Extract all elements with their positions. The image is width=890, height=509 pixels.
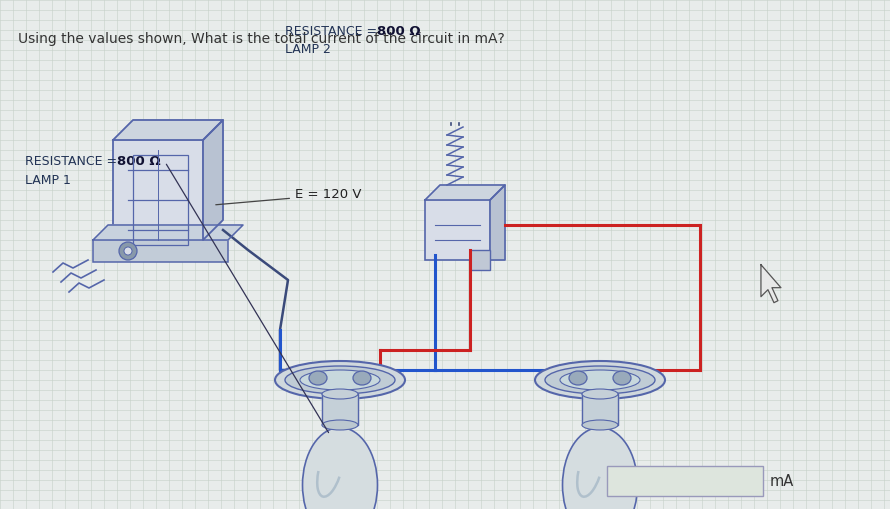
Ellipse shape <box>303 428 377 509</box>
FancyBboxPatch shape <box>113 140 203 240</box>
FancyBboxPatch shape <box>607 466 763 496</box>
Polygon shape <box>761 265 781 303</box>
Ellipse shape <box>545 366 655 394</box>
Ellipse shape <box>582 389 618 399</box>
Ellipse shape <box>535 361 665 399</box>
Text: 800 Ω: 800 Ω <box>117 155 160 168</box>
Ellipse shape <box>562 428 637 509</box>
Ellipse shape <box>322 420 358 430</box>
Polygon shape <box>322 394 358 425</box>
Polygon shape <box>582 394 618 425</box>
Ellipse shape <box>569 371 587 385</box>
Polygon shape <box>203 120 223 240</box>
Text: LAMP 1: LAMP 1 <box>25 174 71 187</box>
Text: Using the values shown, What is the total current of the circuit in mA?: Using the values shown, What is the tota… <box>18 32 505 46</box>
Text: mA: mA <box>770 473 794 489</box>
Text: 800 Ω: 800 Ω <box>376 25 420 38</box>
Polygon shape <box>425 185 505 200</box>
Ellipse shape <box>560 370 640 390</box>
Ellipse shape <box>285 366 395 394</box>
Ellipse shape <box>353 371 371 385</box>
Circle shape <box>119 242 137 260</box>
Ellipse shape <box>275 361 405 399</box>
Polygon shape <box>93 225 243 240</box>
Polygon shape <box>490 185 505 260</box>
Polygon shape <box>113 120 223 140</box>
FancyBboxPatch shape <box>93 240 228 262</box>
Ellipse shape <box>309 371 327 385</box>
Ellipse shape <box>582 420 618 430</box>
FancyBboxPatch shape <box>425 200 490 260</box>
Text: RESISTANCE =: RESISTANCE = <box>285 25 381 38</box>
Text: LAMP 2: LAMP 2 <box>285 43 331 56</box>
FancyBboxPatch shape <box>470 250 490 270</box>
Circle shape <box>124 247 132 255</box>
Ellipse shape <box>613 371 631 385</box>
Ellipse shape <box>322 389 358 399</box>
Ellipse shape <box>300 370 380 390</box>
Text: E = 120 V: E = 120 V <box>215 188 361 205</box>
Text: RESISTANCE =: RESISTANCE = <box>25 155 121 168</box>
